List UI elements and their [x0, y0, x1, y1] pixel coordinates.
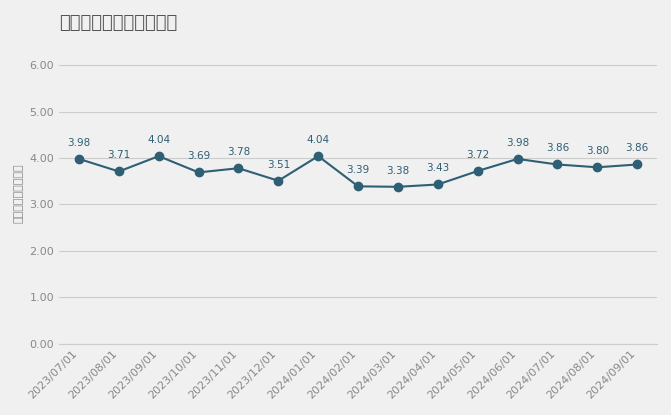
- Text: 3.86: 3.86: [625, 144, 649, 154]
- Text: 3.69: 3.69: [187, 151, 210, 161]
- Text: 3.86: 3.86: [546, 144, 569, 154]
- Text: 4.04: 4.04: [307, 135, 329, 145]
- Text: 3.80: 3.80: [586, 146, 609, 156]
- Text: 3.39: 3.39: [346, 165, 370, 175]
- Y-axis label: 平均滞在日数（泊）: 平均滞在日数（泊）: [14, 163, 24, 223]
- Text: 3.38: 3.38: [386, 166, 409, 176]
- Text: 4.04: 4.04: [147, 135, 170, 145]
- Text: 3.78: 3.78: [227, 147, 250, 157]
- Text: 3.98: 3.98: [506, 138, 529, 148]
- Text: 3.98: 3.98: [67, 138, 91, 148]
- Text: 3.72: 3.72: [466, 150, 489, 160]
- Text: 3.51: 3.51: [266, 160, 290, 170]
- Text: 3.43: 3.43: [426, 164, 450, 173]
- Text: 民泊のみの平均滞在日数: 民泊のみの平均滞在日数: [59, 14, 177, 32]
- Text: 3.71: 3.71: [107, 150, 130, 160]
